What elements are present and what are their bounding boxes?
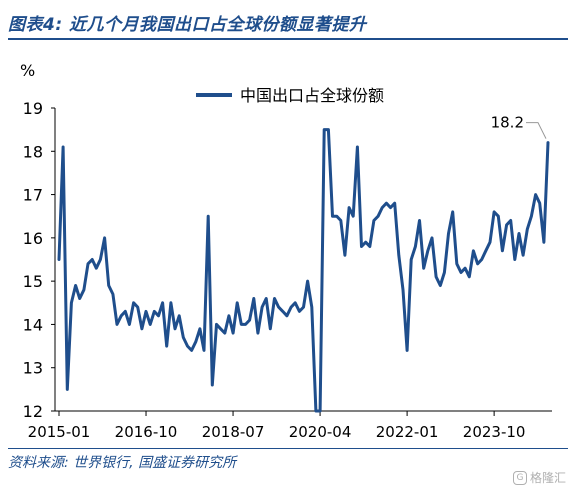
last-value-annotation: 18.2 xyxy=(491,114,547,139)
x-tick-label: 2023-10 xyxy=(463,423,526,441)
y-tick-label: 18 xyxy=(23,142,43,161)
x-tick-label: 2016-10 xyxy=(115,423,178,441)
watermark: G 格隆汇 xyxy=(512,469,566,486)
y-tick-label: 16 xyxy=(23,229,43,248)
series-line-china-export-share xyxy=(57,128,550,413)
y-tick-label: 14 xyxy=(23,315,43,334)
y-axis-unit-label: % xyxy=(20,61,35,80)
watermark-text: 格隆汇 xyxy=(529,471,566,485)
figure-title: 图表4: 近几个月我国出口占全球份额显著提升 xyxy=(8,15,367,35)
x-axis-ticks: 2015-01 2016-10 2018-07 2020-04 2022-01 2023-… xyxy=(28,411,526,441)
annotation-leader-line xyxy=(526,122,547,139)
title-divider xyxy=(8,38,568,40)
y-tick-label: 15 xyxy=(23,272,43,291)
x-tick-label: 2015-01 xyxy=(28,423,91,441)
annotation-label: 18.2 xyxy=(491,114,524,132)
source-divider xyxy=(8,448,568,449)
y-tick-label: 12 xyxy=(23,402,43,421)
source-note: 资料来源: 世界银行, 国盛证券研究所 xyxy=(8,455,237,471)
legend: 中国出口占全球份额 xyxy=(196,86,384,105)
x-tick-label: 2018-07 xyxy=(202,423,265,441)
y-axis-ticks: 12 13 14 15 16 17 18 19 xyxy=(23,99,55,421)
y-tick-label: 17 xyxy=(23,186,43,205)
line-chart: % 12 13 14 15 16 17 18 19 2015-01 2016-10 2018-07… xyxy=(20,61,552,441)
y-tick-label: 13 xyxy=(23,359,43,378)
y-tick-label: 19 xyxy=(23,99,43,118)
x-tick-label: 2022-01 xyxy=(376,423,439,441)
x-tick-label: 2020-04 xyxy=(289,423,352,441)
legend-label: 中国出口占全球份额 xyxy=(240,86,384,105)
watermark-logo-icon: G xyxy=(512,470,527,485)
